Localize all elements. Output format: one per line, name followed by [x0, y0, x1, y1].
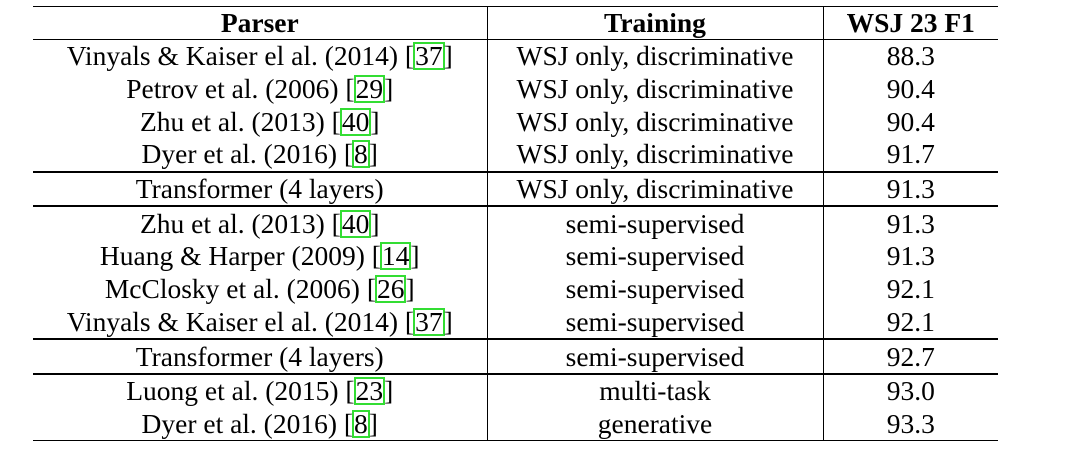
- parser-name: Luong et al. (2015): [126, 375, 339, 407]
- citation-link[interactable]: 8: [352, 407, 370, 439]
- training-cell: multi-task: [486, 372, 823, 408]
- parser-cell: Transformer (4 layers): [33, 338, 487, 374]
- table-row: Zhu et al. (2013) [40] WSJ only, discrim…: [33, 105, 998, 139]
- citation-link[interactable]: 40: [339, 105, 372, 137]
- table-header-row: Parser Training WSJ 23 F1: [33, 6, 998, 40]
- f1-cell: 91.3: [822, 240, 998, 273]
- f1-cell: 91.3: [822, 205, 998, 241]
- parser-name: Zhu et al. (2013): [139, 105, 325, 137]
- f1-cell: 91.3: [822, 170, 998, 207]
- parser-name: Transformer (4 layers): [135, 173, 384, 205]
- training-cell: generative: [486, 407, 823, 442]
- parser-name: Petrov et al. (2006): [126, 73, 339, 105]
- f1-cell: 92.1: [822, 305, 998, 340]
- parser-name: Vinyals & Kaiser el al. (2014): [66, 40, 399, 72]
- training-cell: semi-supervised: [486, 240, 823, 273]
- parser-name: Huang & Harper (2009): [99, 240, 365, 272]
- parser-cell: Vinyals & Kaiser el al. (2014) [37]: [66, 305, 453, 337]
- parser-cell: McClosky et al. (2006) [26]: [104, 273, 415, 305]
- f1-cell: 93.0: [822, 372, 998, 408]
- f1-cell: 90.4: [822, 105, 998, 139]
- table-row: Vinyals & Kaiser el al. (2014) [37] WSJ …: [33, 39, 998, 73]
- parser-name: Zhu et al. (2013): [139, 207, 325, 239]
- citation-link[interactable]: 23: [353, 375, 386, 407]
- training-cell: semi-supervised: [486, 205, 823, 241]
- parser-name: Dyer et al. (2016): [141, 407, 337, 439]
- table-row: Huang & Harper (2009) [14] semi-supervis…: [33, 240, 998, 273]
- citation-link[interactable]: 37: [413, 40, 445, 72]
- table-row: Dyer et al. (2016) [8] generative 93.3: [33, 407, 998, 442]
- training-cell: semi-supervised: [486, 338, 823, 374]
- parser-name: Vinyals & Kaiser el al. (2014): [66, 305, 399, 337]
- parser-cell: Petrov et al. (2006) [29]: [126, 73, 394, 105]
- parser-results-table: Parser Training WSJ 23 F1 Vinyals & Kais…: [33, 6, 998, 442]
- parser-cell: Luong et al. (2015) [23]: [33, 372, 487, 408]
- table-row: Zhu et al. (2013) [40] semi-supervised 9…: [33, 205, 998, 241]
- table-row: Dyer et al. (2016) [8] WSJ only, discrim…: [33, 138, 998, 172]
- parser-cell: Transformer (4 layers): [33, 170, 487, 207]
- citation-link[interactable]: 40: [339, 207, 372, 239]
- training-cell: semi-supervised: [486, 305, 823, 340]
- table-row: Petrov et al. (2006) [29] WSJ only, disc…: [33, 72, 998, 106]
- table-row-transformer: Transformer (4 layers) WSJ only, discrim…: [33, 170, 998, 207]
- parser-cell: Dyer et al. (2016) [8]: [33, 407, 487, 442]
- parser-cell: Dyer et al. (2016) [8]: [141, 138, 378, 170]
- parser-cell: Zhu et al. (2013) [40]: [139, 105, 380, 137]
- f1-cell: 88.3: [822, 39, 998, 73]
- table-row: Vinyals & Kaiser el al. (2014) [37] semi…: [33, 305, 998, 340]
- header-training: Training: [486, 6, 823, 40]
- parser-cell: Vinyals & Kaiser el al. (2014) [37]: [66, 40, 453, 72]
- header-f1: WSJ 23 F1: [822, 6, 998, 40]
- table-row-transformer: Transformer (4 layers) semi-supervised 9…: [33, 338, 998, 374]
- f1-cell: 92.7: [822, 338, 998, 374]
- citation-link[interactable]: 14: [379, 240, 412, 272]
- parser-name: Dyer et al. (2016): [141, 138, 337, 170]
- training-cell: semi-supervised: [486, 272, 823, 306]
- f1-cell: 92.1: [822, 272, 998, 306]
- f1-cell: 91.7: [822, 138, 998, 172]
- training-cell: WSJ only, discriminative: [486, 105, 823, 139]
- table-row: Luong et al. (2015) [23] multi-task 93.0: [33, 372, 998, 408]
- citation-link[interactable]: 26: [375, 273, 407, 305]
- training-cell: WSJ only, discriminative: [486, 72, 823, 106]
- header-parser: Parser: [33, 6, 487, 40]
- results-table-container: Parser Training WSJ 23 F1 Vinyals & Kais…: [33, 6, 998, 442]
- parser-cell: Huang & Harper (2009) [14]: [99, 240, 420, 272]
- citation-link[interactable]: 29: [353, 73, 386, 105]
- f1-cell: 90.4: [822, 72, 998, 106]
- citation-link[interactable]: 8: [352, 138, 370, 170]
- training-cell: WSJ only, discriminative: [486, 138, 823, 172]
- parser-name: McClosky et al. (2006): [104, 273, 360, 305]
- table-row: McClosky et al. (2006) [26] semi-supervi…: [33, 272, 998, 306]
- training-cell: WSJ only, discriminative: [486, 39, 823, 73]
- parser-cell: Zhu et al. (2013) [40]: [33, 205, 487, 241]
- parser-name: Transformer (4 layers): [135, 340, 384, 372]
- table-body: Vinyals & Kaiser el al. (2014) [37] WSJ …: [33, 39, 998, 442]
- training-cell: WSJ only, discriminative: [486, 170, 823, 207]
- f1-cell: 93.3: [822, 407, 998, 442]
- citation-link[interactable]: 37: [413, 305, 445, 337]
